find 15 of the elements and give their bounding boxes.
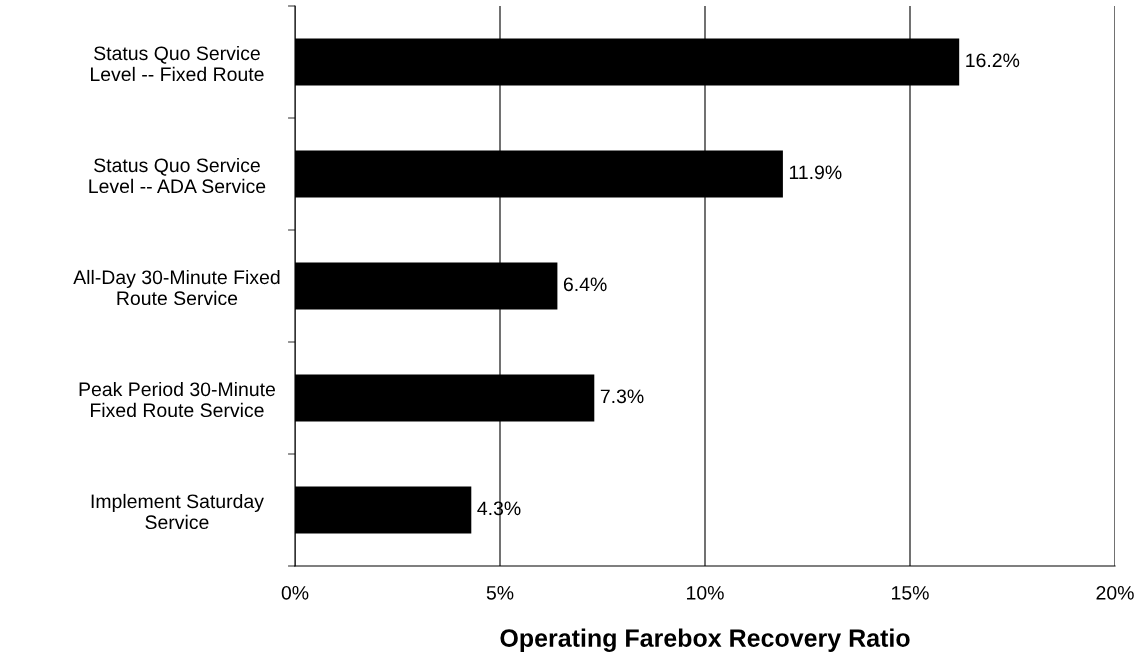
data-label: 16.2% (966, 53, 1020, 68)
y-tick-label: Peak Period 30-Minute Fixed Route Service (79, 381, 275, 418)
y-tick-label: Status Quo Service Level -- Fixed Route (91, 45, 264, 82)
x-tick-label: 0% (281, 585, 309, 600)
data-label: 7.3% (600, 389, 644, 404)
data-label: 6.4% (563, 277, 607, 292)
y-tick-label: Implement Saturday Service (91, 493, 264, 530)
x-tick-label: 15% (892, 586, 929, 600)
x-tick-label: 10% (687, 585, 724, 600)
x-axis-title: Operating Farebox Recovery Ratio (500, 628, 910, 652)
x-tick-label: 20% (1096, 585, 1134, 600)
x-tick-label: 5% (486, 586, 514, 600)
y-tick-label: All-Day 30-Minute Fixed Route Service (73, 269, 280, 306)
y-tick-label: Status Quo Service Level -- ADA Service (89, 157, 266, 194)
data-label: 11.9% (789, 165, 842, 180)
